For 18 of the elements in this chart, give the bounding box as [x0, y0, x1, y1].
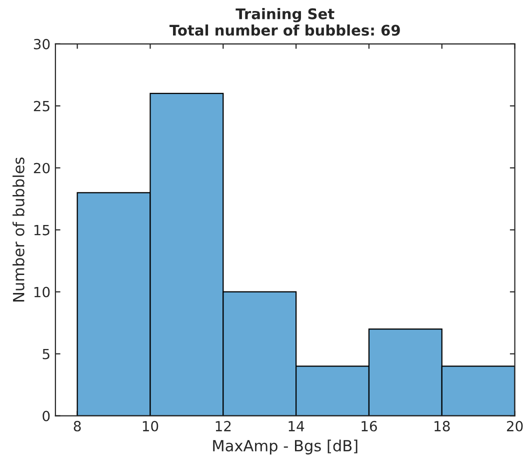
x-tick-label: 20 [506, 420, 523, 432]
chart-title: Training Set [236, 8, 334, 22]
y-tick-label: 15 [34, 224, 50, 236]
y-tick-label: 30 [34, 38, 50, 50]
x-tick-label: 18 [434, 420, 450, 432]
y-tick-label: 0 [42, 410, 50, 422]
chart-subtitle: Total number of bubbles: 69 [169, 24, 400, 36]
x-tick-label: 12 [216, 420, 231, 432]
y-tick-label: 25 [34, 100, 50, 112]
x-axis-title: MaxAmp - Bgs [dB] [213, 440, 358, 454]
y-tick-label: 10 [34, 286, 50, 298]
x-tick-label: 10 [142, 420, 158, 432]
x-tick-label: 14 [288, 421, 304, 432]
x-tick-label: 16 [362, 420, 377, 432]
y-tick-label: 5 [42, 348, 50, 360]
y-tick-label: 20 [34, 162, 50, 174]
y-axis-title: Number of bubbles [12, 157, 24, 302]
x-tick-label: 8 [74, 420, 81, 432]
